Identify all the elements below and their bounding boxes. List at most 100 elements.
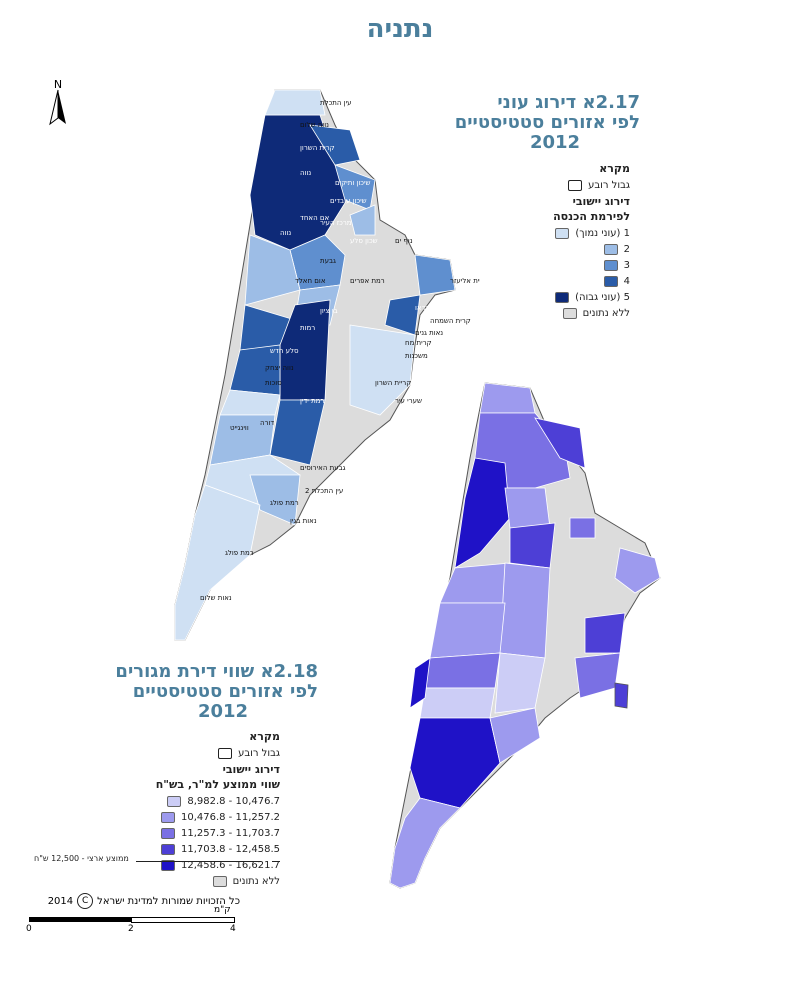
map1-legend-swatch [603,275,618,287]
map1-label-23: משכנות [405,352,428,360]
map1-legend-swatch [603,259,618,271]
map1-title-line3: 2012 [529,132,581,153]
map1-legend-heading: מקרא [599,162,630,175]
map1-boundary-label: גבול רובע [588,179,630,191]
map2-ranking-heading: דירוג יישובי [222,763,280,776]
map2-legend-swatch [160,843,175,855]
map2-legend-swatch [167,795,182,807]
copyright-icon: C [77,893,94,909]
map2-boundary-label: גבול רובע [238,747,280,759]
map1-label-2: קרית השרון [300,144,335,152]
map1-label-32: גבעת האירוסים [300,464,346,472]
map1-label-31: ווינגייט [230,424,249,432]
scale-unit: ק"מ [214,905,231,915]
map1-legend-swatch [555,291,570,303]
map1-label-4: רמת הרצל [365,161,397,169]
map1-label-15: אזור תעשייה קריית אליעזר [450,277,480,285]
map1-legend-class-label: 5 (עוני גבוה) [575,291,630,303]
map1-legend-class-0: 1 (עוני נמוך) [520,225,630,241]
map1-label-9: מרכז העיר [320,219,352,227]
national-average-tick [272,861,280,862]
map1-label-35: נאות בגין [290,517,317,525]
map2-legend-swatch [212,875,227,887]
map1-legend: מקרא גבול רובע דירוג יישובי לפירמת הכנסה… [520,160,630,321]
map1-title: 2.17א דירוג עוני לפי אזורים סטטיסטיים 20… [430,93,640,153]
map2-legend-swatch [160,811,175,823]
map1-legend-swatch [555,227,570,239]
map1-label-13: גבעת [320,257,336,265]
map2-legend-class-5: ללא נתונים [130,873,280,889]
map1-label-1: נווה שלום [300,121,329,129]
map1-legend-class-label: ללא נתונים [582,307,630,319]
map1-label-8: אם האחד [300,214,330,222]
map2-legend-class-label: 10,476.7 - 8,982.8 [187,795,280,807]
map1-label-34: עין התכלת 2 [305,487,343,495]
map1-label-5: נווה [300,169,311,177]
map1-label-19: בן ציון [320,307,338,315]
scale-segment-2 [131,917,235,923]
map1-title-line2: לפי אזורים סטטיסטיים [454,112,640,133]
map1-label-16: אום חאלד [295,277,326,285]
map1-label-25: נווה יצחק [265,364,294,372]
map2-legend-class-4: 16,621.7 - 12,458.6 [130,857,280,873]
copyright-year: 2014 [47,895,74,907]
map1-legend-class-label: 3 [623,259,630,271]
map1-label-3: פרדס הגדוד [355,139,391,147]
map1-label-28: שערי עיר [395,397,422,405]
boundary-swatch [568,179,583,191]
map1-legend-class-label: 2 [623,243,630,255]
map2-legend-boundary: גבול רובע [130,745,280,761]
map2-legend: מקרא גבול רובע דירוג יישובי שווי ממוצע ל… [130,728,280,889]
map2-legend-swatch [160,827,175,839]
map2-legend-class-2: 11,703.7 - 11,257.3 [130,825,280,841]
map1-ranking-heading: דירוג יישובי [572,195,630,208]
scale-bar: ק"מ 0 2 4 [24,905,254,945]
map1-label-11: שכון סלע [350,237,378,245]
map2-title-line3: 2012 [197,701,249,722]
map2-legend-class-label: ללא נתונים [232,875,280,887]
copyright-text: כל הזכויות שמורות למדינת ישראל [97,895,240,907]
map1-label-30: דורה [260,419,274,427]
map1-label-21: נאות גנים [415,329,443,337]
map1-label-33: רמת פולג [270,499,299,507]
map1-legend-class-3: 4 [520,273,630,289]
map1-label-14: רמת אפרים [350,277,385,285]
map2-legend-class-3: 12,458.5 - 11,703.8 [130,841,280,857]
poverty-map: עין התכלת נווה שלום קרית השרון פרדס הגדו… [174,89,480,641]
map2-legend-class-label: 11,703.7 - 11,257.3 [180,827,280,839]
map1-label-10: נווה [280,229,291,237]
map1-legend-class-5: ללא נתונים [520,305,630,321]
map1-label-24: סלע חדש [270,347,299,355]
page-title: נתניה [366,14,434,44]
map2-legend-class-1: 11,257.2 - 10,476.8 [130,809,280,825]
map2-legend-class-0: 10,476.7 - 8,982.8 [130,793,280,809]
map2-title-line1: 2.18א שווי דירת מגורים [115,661,318,682]
map1-label-22: קרית מח [405,339,432,347]
map2-legend-swatch [160,859,175,871]
map1-legend-class-label: 4 [623,275,630,287]
scale-tick-4: 4 [230,924,236,934]
map1-label-37: נאות שלום [200,594,232,602]
map1-legend-boundary: גבול רובע [520,177,630,193]
map1-label-12: נוף ים [395,237,413,245]
svg-text:N: N [54,78,62,91]
map1-label-17: קרית נורדאו [415,304,451,312]
map1-legend-class-1: 2 [520,241,630,257]
map1-legend-swatch [603,243,618,255]
map1-label-27: קריית השרון [375,379,411,387]
boundary-swatch [218,747,233,759]
scale-tick-2: 2 [128,924,134,934]
map2-legend-class-label: 12,458.5 - 11,703.8 [180,843,280,855]
map1-legend-class-2: 3 [520,257,630,273]
map1-label-36: רמת פולג [225,549,254,557]
copyright: כל הזכויות שמורות למדינת ישראל C 2014 [40,893,240,909]
scale-segment-1 [29,917,131,922]
map2-value-heading: שווי ממוצע למ"ר, בש"ח [155,778,280,791]
map1-label-0: עין התכלת [320,99,352,107]
map2-legend-class-label: 11,257.2 - 10,476.8 [180,811,280,823]
scale-tick-0: 0 [26,924,32,934]
map1-title-line1: 2.17א דירוג עוני [497,92,640,113]
north-arrow-icon: N [48,78,68,128]
map1-label-18: קרית השמחה [430,317,471,325]
map2-legend-class-label: 16,621.7 - 12,458.6 [180,859,280,871]
